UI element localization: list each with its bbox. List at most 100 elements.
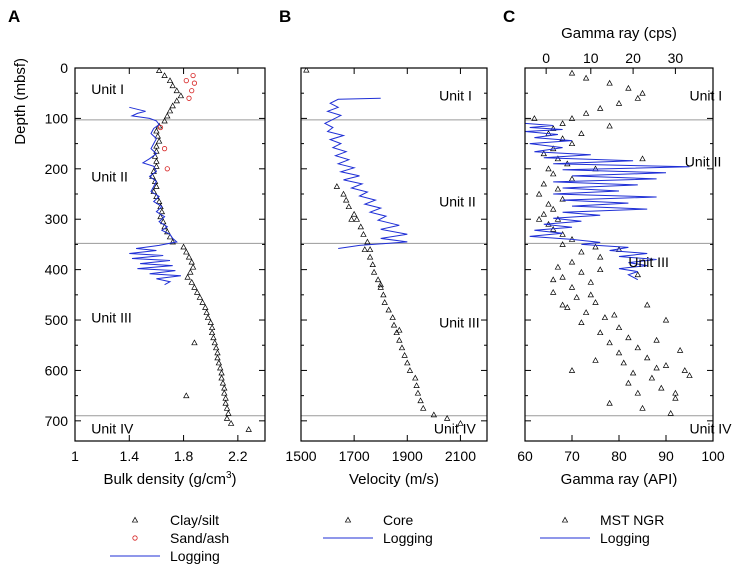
data-point-mst-ngr [559,241,566,247]
series-core [303,68,464,426]
data-point-mst-ngr [568,115,576,121]
data-point-clay-silt [187,268,194,275]
data-point-mst-ngr [559,301,566,308]
data-point-mst-ngr [606,399,613,406]
plot-area [525,69,693,416]
data-point-mst-ngr [568,258,576,265]
data-point-mst-ngr [559,120,566,126]
data-point-core [364,238,371,245]
data-point-mst-ngr [592,299,599,305]
data-point-clay-silt [153,183,160,189]
data-point-mst-ngr [592,357,599,363]
unit-label: Unit IV [91,420,134,436]
x-axis-label: Velocity (m/s) [349,471,439,488]
panel-C: C 60 70 80 90 100 Gamma ray (API) 0 10 20 30 Gamma … [503,7,732,488]
data-point-mst-ngr [667,409,674,416]
data-point-mst-ngr [568,283,576,290]
data-point-mst-ngr [535,190,543,197]
panel-B: B 1500 1700 1900 2100 Velocity (m/s) Unit I Uni… [279,7,488,488]
data-point-clay-silt [161,72,168,78]
data-point-clay-silt [169,238,176,245]
data-point-mst-ngr [606,79,613,86]
data-point-core [457,420,464,426]
panel-A: A 0 100 200 300 400 500 600 700 1 1.4 1.8 2.2 Bulk de… [8,7,266,488]
data-point-clay-silt [193,288,201,295]
data-point-sand-ash [186,95,192,101]
panel-letter: A [8,7,20,26]
data-point-mst-ngr [625,334,632,341]
data-point-mst-ngr [540,150,547,157]
data-point-core [377,281,384,288]
data-point-core [381,299,388,305]
data-point-mst-ngr [615,349,623,356]
data-point-mst-ngr [644,354,651,361]
legend-triangle-symbol [344,516,352,523]
legend-triangle-symbol [561,516,569,523]
legend-label: Logging [600,530,650,546]
data-point-core [361,246,368,252]
x-tick-label: 100 [701,448,725,464]
data-point-clay-silt [245,426,252,432]
unit-label: Unit II [91,168,128,184]
data-point-clay-silt [184,273,191,280]
data-point-clay-silt [169,82,176,89]
data-point-clay-silt [221,384,228,391]
data-point-clay-silt [173,97,180,104]
data-point-mst-ngr [568,367,576,373]
data-point-clay-silt [188,258,195,265]
data-point-sand-ash [183,78,189,84]
data-point-core [401,351,408,358]
data-point-mst-ngr [611,311,618,318]
y-tick-label: 400 [45,262,69,278]
legend-B: Core Logging [323,512,433,546]
data-point-mst-ngr [629,369,637,376]
data-point-mst-ngr [559,195,566,202]
data-point-clay-silt [166,77,174,84]
x-tick-label: 2100 [445,448,476,464]
data-point-clay-silt [164,112,171,119]
data-point-mst-ngr [540,210,547,217]
data-point-mst-ngr [597,329,604,336]
y-tick-label: 200 [45,161,69,177]
data-point-core [396,326,403,333]
data-point-clay-silt [191,283,198,290]
top-tick-label: 30 [668,50,684,66]
x-tick-label: 60 [517,448,533,464]
data-point-sand-ash [164,166,170,172]
data-point-core [357,223,364,230]
data-point-mst-ngr [644,301,651,308]
data-point-core [390,321,398,328]
legend-label: Clay/silt [170,512,219,528]
data-point-mst-ngr [578,268,585,275]
data-point-mst-ngr [550,125,557,131]
data-point-mst-ngr [568,175,576,182]
y-tick-label: 700 [45,413,69,429]
data-point-mst-ngr [639,89,646,96]
data-point-clay-silt [153,127,160,134]
data-point-mst-ngr [634,389,641,396]
x-tick-label: 2.2 [228,448,248,464]
data-point-mst-ngr [578,130,585,136]
data-point-clay-silt [227,420,235,426]
y-tick-label: 600 [45,362,69,378]
data-point-core [404,359,411,366]
data-point-mst-ngr [625,84,632,91]
data-point-clay-silt [212,344,220,351]
legend-label: Logging [383,530,433,546]
data-point-mst-ngr [676,346,684,353]
data-point-core [369,261,376,268]
unit-label: Unit III [439,315,479,331]
data-point-clay-silt [218,369,225,376]
data-point-clay-silt [199,299,206,305]
unit-label: Unit IV [434,420,477,436]
data-point-mst-ngr [653,364,660,371]
data-point-core [340,190,347,197]
data-point-clay-silt [153,157,160,164]
data-point-mst-ngr [540,180,547,187]
plot-area [129,68,252,432]
data-point-clay-silt [185,253,193,260]
series-sand-ash [157,72,198,172]
x-axis-label-superscript: 3 [226,470,232,481]
panel-letter: B [279,7,291,26]
